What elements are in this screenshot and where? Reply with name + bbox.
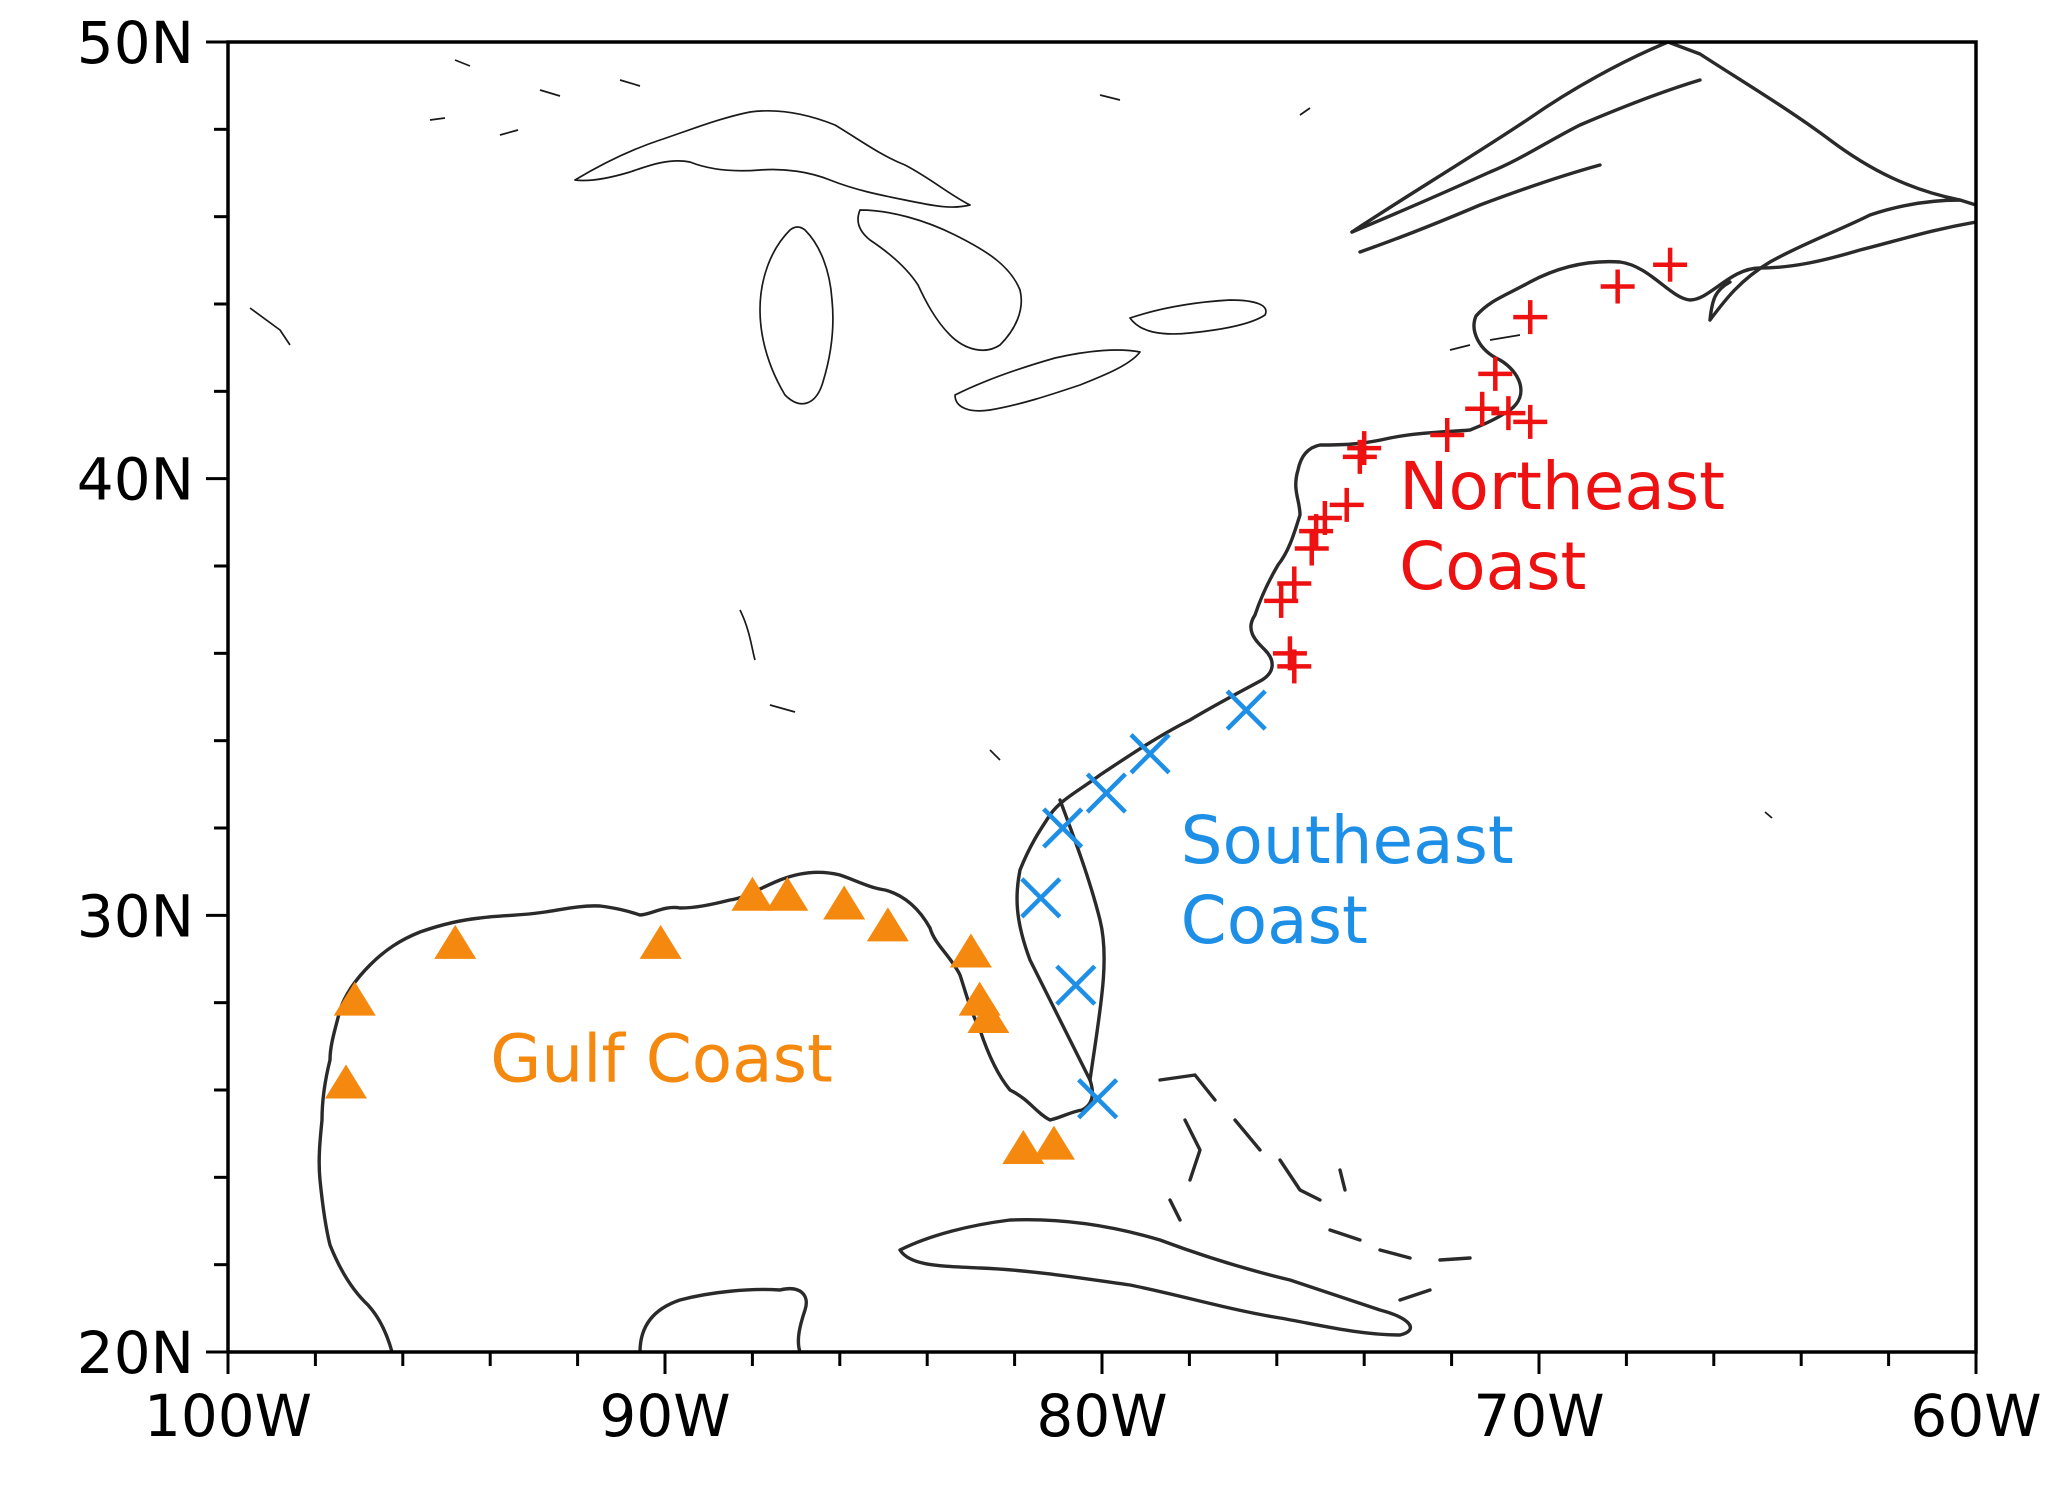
gulf-station-marker <box>949 933 992 968</box>
y-tick-label: 30N <box>77 882 194 950</box>
gulf-region-label: Gulf Coast <box>490 1020 833 1097</box>
basemap <box>249 42 1976 1352</box>
region-labels: Northeast Coast Southeast Coast Gulf Coast <box>490 448 1725 1097</box>
plot-frame <box>226 40 1978 1354</box>
northeast-station-marker <box>1513 300 1548 335</box>
northeast-station-marker <box>1653 247 1688 282</box>
northeast-station-marker <box>1342 439 1377 474</box>
northeast-station-marker <box>1513 404 1548 439</box>
gulf-station-marker <box>324 1064 367 1099</box>
lake-huron <box>857 209 1023 352</box>
southeast-station-marker <box>1129 733 1171 775</box>
lake-erie <box>954 349 1141 412</box>
bahamas <box>1158 1073 1472 1302</box>
x-tick-label: 90W <box>599 1382 730 1450</box>
gulf-station-marker <box>333 981 376 1016</box>
northeast-station-marker <box>1600 269 1635 304</box>
northeast-station-marker <box>1277 566 1312 601</box>
southeast-station-marker <box>1055 964 1097 1006</box>
northeast-station-marker <box>1299 514 1334 549</box>
southeast-region-label: Southeast Coast <box>1181 802 1514 959</box>
gulf-station-marker <box>967 999 1010 1034</box>
gulf-station-marker <box>434 924 477 959</box>
gulf-station-marker <box>866 907 909 942</box>
x-tick-label: 70W <box>1473 1382 1604 1450</box>
northeast-region-label: Northeast Coast <box>1399 448 1725 605</box>
islands <box>249 59 1773 819</box>
gulf-station-marker <box>731 876 774 911</box>
northeast-station-marker <box>1294 531 1329 566</box>
southeast-station-marker <box>1042 807 1084 849</box>
southeast-station-marker <box>1077 1078 1119 1120</box>
axis-tick-labels: 100W 90W 80W 70W 60W 20N 30N 40N 50N <box>77 9 2042 1450</box>
northeast-station-marker <box>1264 583 1299 618</box>
lake-ontario <box>1129 299 1267 335</box>
northeast-station-marker <box>1277 649 1312 684</box>
lake-superior <box>574 110 971 208</box>
northeast-station-marker <box>1347 431 1382 466</box>
y-tick-label: 50N <box>77 9 194 77</box>
northeast-station-marker <box>1430 418 1465 452</box>
station-markers <box>324 247 1688 1165</box>
st-lawrence <box>1350 78 1702 254</box>
gulf-station-marker <box>766 876 809 911</box>
northeast-station-marker <box>1491 396 1526 431</box>
lake-michigan <box>759 226 834 405</box>
x-tick-label: 80W <box>1036 1382 1167 1450</box>
x-tick-label: 60W <box>1910 1382 2041 1450</box>
gulf-station-marker <box>823 885 866 920</box>
nova-scotia <box>1708 198 1976 322</box>
florida <box>1058 798 1106 1082</box>
gulf-station-marker <box>639 924 682 959</box>
cuba <box>898 1217 1413 1337</box>
axis-ticks <box>206 40 1978 1374</box>
gulf-station-marker <box>1032 1125 1075 1160</box>
y-tick-label: 40N <box>77 446 194 514</box>
southeast-station-marker <box>1020 877 1062 919</box>
gulf-station-marker <box>1002 1130 1045 1165</box>
x-tick-label: 100W <box>144 1382 312 1450</box>
northeast-station-marker <box>1465 391 1500 426</box>
y-tick-label: 20N <box>77 1319 194 1387</box>
southeast-station-marker <box>1085 772 1127 814</box>
southeast-station-marker <box>1225 689 1267 731</box>
northeast-station-marker <box>1478 356 1513 391</box>
northeast-station-marker <box>1329 487 1364 522</box>
us-coastline <box>317 42 1976 1352</box>
